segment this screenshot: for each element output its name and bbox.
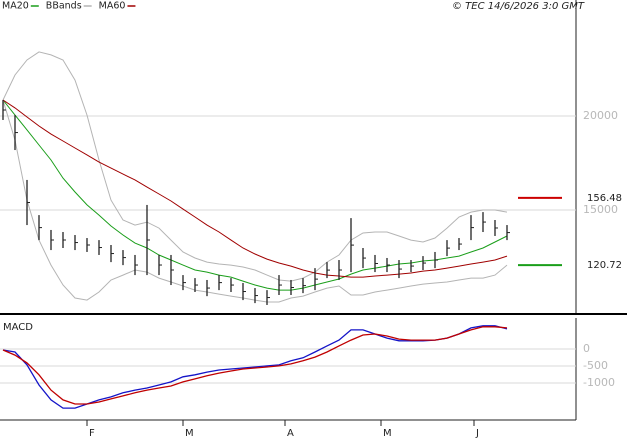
- macd-line: [2, 326, 508, 405]
- x-tick-label: F: [89, 428, 95, 439]
- y-tick-label: 15000: [583, 203, 618, 216]
- legend-label: BBands: [46, 1, 82, 12]
- legend-label: MA60: [99, 1, 126, 12]
- y-tick-label: 0: [583, 342, 590, 355]
- macd-line: [2, 325, 508, 409]
- credit: © TEC 14/6/2026 3:0 GMT: [452, 1, 585, 12]
- price-marker-label: 120.72: [587, 260, 622, 271]
- x-tick-label: M: [383, 428, 392, 439]
- y-tick-label: -500: [583, 359, 608, 372]
- x-tick-label: A: [287, 428, 294, 439]
- ma-line: [2, 99, 508, 278]
- band-line: [2, 51, 508, 282]
- y-tick-label: -1000: [583, 376, 615, 389]
- x-tick-label: M: [185, 428, 194, 439]
- panel-title: MACD: [3, 322, 33, 333]
- y-tick-label: 20000: [583, 109, 618, 122]
- legend-label: MA20: [2, 1, 29, 12]
- price-marker-label: 156.48: [587, 193, 622, 204]
- x-tick-label: J: [475, 428, 479, 439]
- price-panel: [0, 0, 576, 314]
